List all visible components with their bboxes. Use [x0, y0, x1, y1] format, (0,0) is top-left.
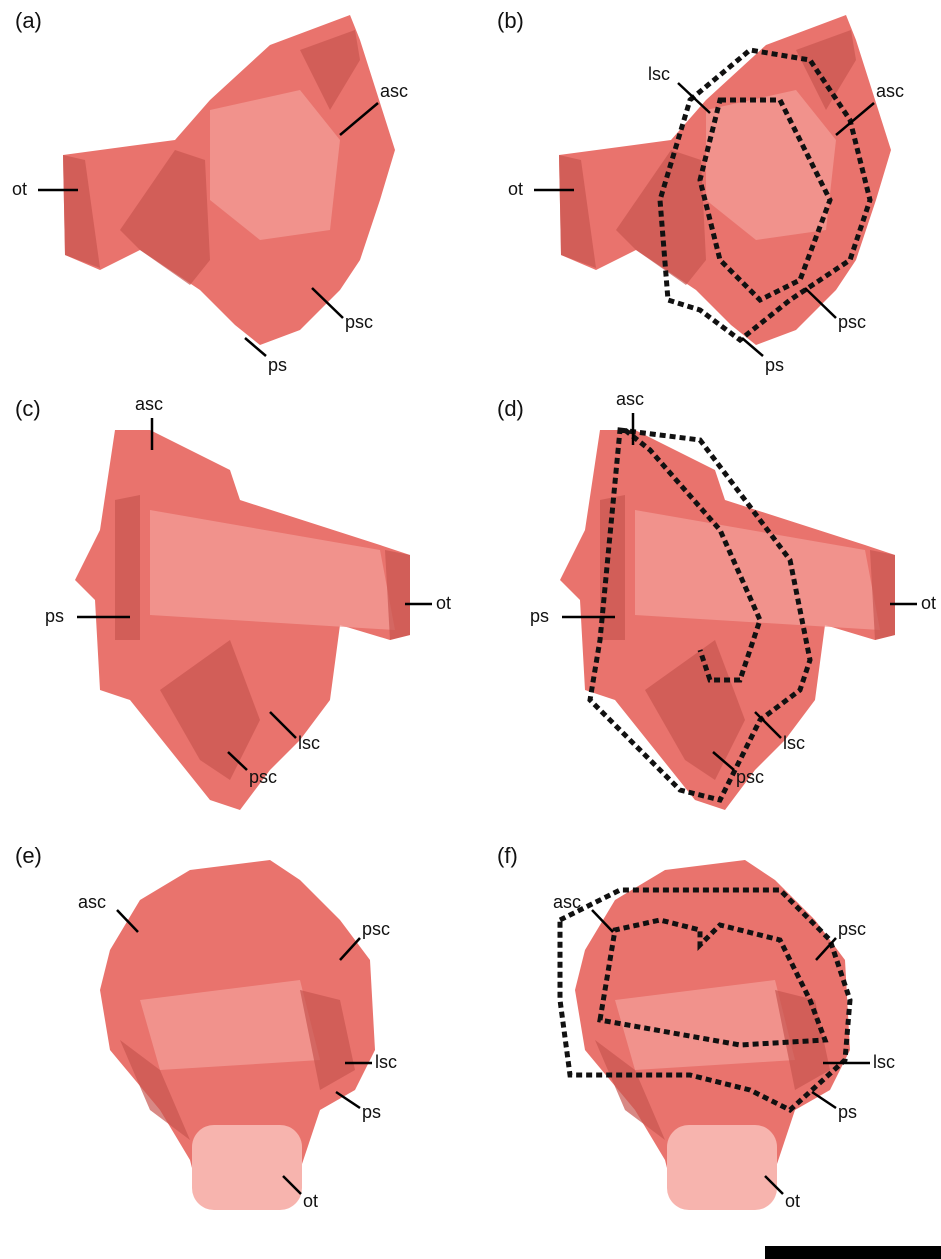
annotation: ot [303, 1191, 318, 1211]
annotation: psc [736, 767, 764, 787]
annotation: psc [345, 312, 373, 332]
annotation: ot [785, 1191, 800, 1211]
annotation: asc [616, 389, 644, 409]
annotation: ps [530, 606, 549, 626]
leader-line [812, 1092, 836, 1108]
specimen-render [559, 15, 891, 345]
specimen-render [100, 860, 375, 1210]
annotation: ot [12, 179, 27, 199]
annotation: ps [45, 606, 64, 626]
annotation: asc [553, 892, 581, 912]
specimen-render [575, 860, 850, 1210]
leader-line [336, 1092, 360, 1108]
annotation: ot [508, 179, 523, 199]
annotation: ps [268, 355, 287, 375]
annotation: ps [765, 355, 784, 375]
annotation: lsc [648, 64, 670, 84]
panel-label: (d) [497, 396, 524, 421]
annotation: lsc [873, 1052, 895, 1072]
annotation: lsc [783, 733, 805, 753]
panel-label: (e) [15, 843, 42, 868]
annotation: ps [362, 1102, 381, 1122]
panel-label: (f) [497, 843, 518, 868]
annotation: asc [135, 394, 163, 414]
annotation: asc [876, 81, 904, 101]
annotation: ot [436, 593, 451, 613]
annotation: ot [921, 593, 936, 613]
panel-label: (c) [15, 396, 41, 421]
annotation: lsc [298, 733, 320, 753]
leader-line [678, 83, 710, 113]
figure: (a) asc ot psc ps (b) lsc asc ot psc ps (c) asc ot ps l… [0, 0, 941, 1259]
panel-label: (b) [497, 8, 524, 33]
specimen-render [560, 430, 895, 810]
panel-label: (a) [15, 8, 42, 33]
annotation: psc [838, 919, 866, 939]
annotation: asc [78, 892, 106, 912]
annotation: psc [362, 919, 390, 939]
annotation: psc [838, 312, 866, 332]
annotation: asc [380, 81, 408, 101]
annotation: lsc [375, 1052, 397, 1072]
specimen-render [63, 15, 395, 345]
specimen-render [75, 430, 410, 810]
annotation: ps [838, 1102, 857, 1122]
scale-bar [765, 1246, 941, 1259]
annotation: psc [249, 767, 277, 787]
